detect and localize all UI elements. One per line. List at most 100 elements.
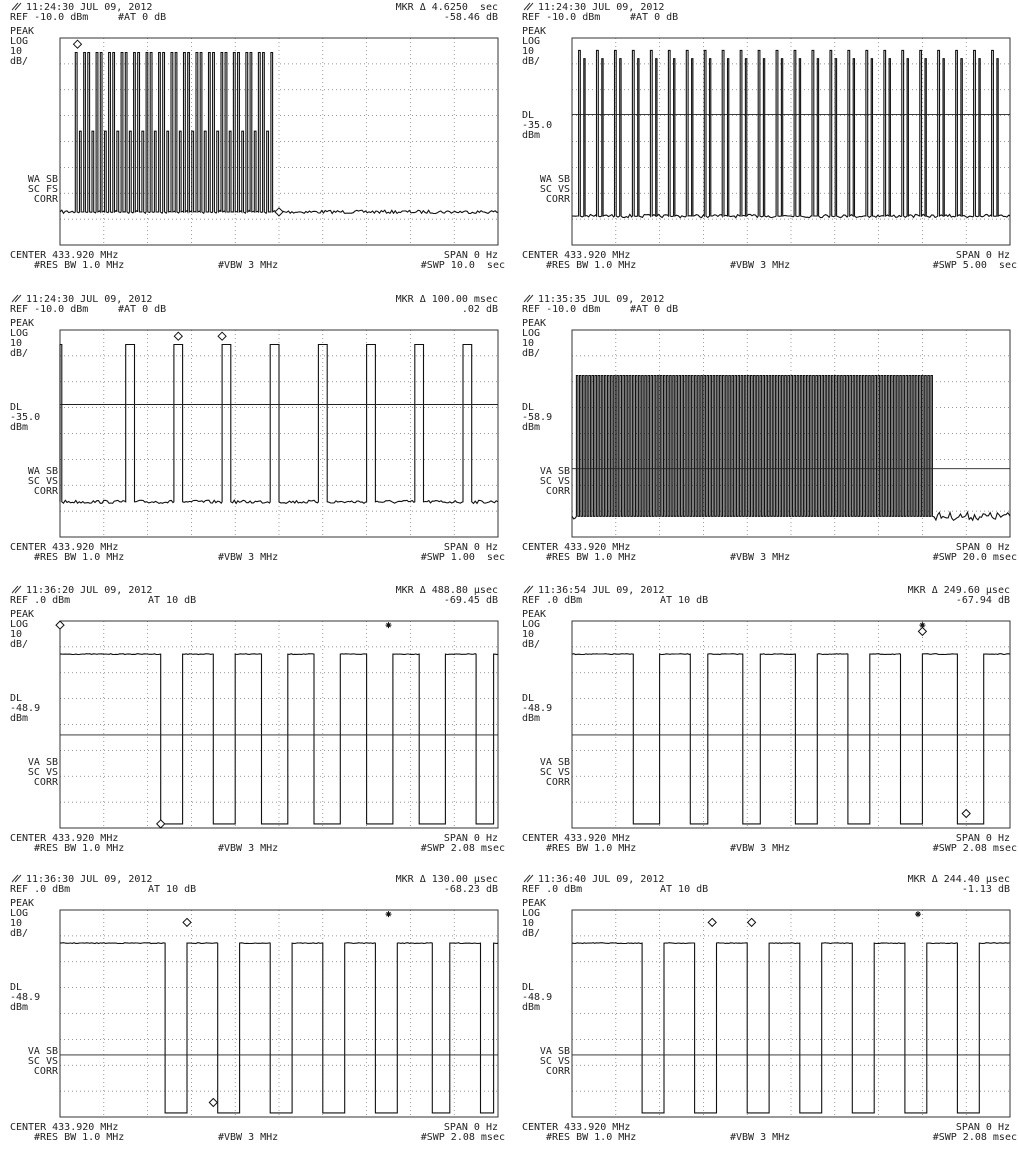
marker-readout: MKR Δ 130.00 µsec [396, 874, 498, 885]
span: SPAN 0 Hz [444, 542, 498, 553]
scale-label: PEAK [522, 26, 546, 37]
status-label: CORR [34, 486, 59, 497]
video-bandwidth: #VBW 3 MHz [218, 552, 278, 563]
display-line-label: -48.9 [10, 992, 40, 1003]
sweep-time: #SWP 1.00 sec [421, 552, 505, 563]
marker-asterisk [385, 911, 392, 918]
reference-level: REF .0 dBm [10, 884, 70, 895]
marker-readout: -69.45 dB [444, 595, 498, 606]
marker-readout: -68.23 dB [444, 884, 498, 895]
center-frequency: CENTER 433.920 MHz [10, 1122, 118, 1133]
reference-level: REF -10.0 dBm [10, 12, 88, 23]
status-label: CORR [546, 1066, 571, 1077]
display-line-label: DL [522, 402, 534, 413]
status-label: VA SB [28, 757, 58, 768]
sweep-time: #SWP 2.08 msec [933, 1132, 1017, 1143]
graticule-frame [571, 329, 1011, 538]
graticule-frame [59, 620, 499, 829]
marker-readout: MKR Δ 488.80 µsec [396, 585, 498, 596]
attenuation: AT 10 dB [148, 595, 196, 606]
span: SPAN 0 Hz [444, 1122, 498, 1133]
marker-diamond [173, 331, 184, 341]
hp-logo [523, 2, 534, 11]
graticule-frame [571, 909, 1011, 1118]
marker-asterisk [385, 622, 392, 629]
scale-label: dB/ [522, 928, 540, 939]
sweep-time: #SWP 5.00 sec [933, 260, 1017, 271]
attenuation: #AT 0 dB [630, 304, 678, 315]
marker-readout: MKR Δ 4.6250 sec [396, 2, 498, 13]
span: SPAN 0 Hz [444, 250, 498, 261]
scale-label: LOG [10, 908, 28, 919]
display-line-label: dBm [522, 422, 540, 433]
reference-level: REF .0 dBm [522, 595, 582, 606]
span: SPAN 0 Hz [956, 250, 1010, 261]
center-frequency: CENTER 433.920 MHz [522, 1122, 630, 1133]
scale-label: PEAK [10, 318, 34, 329]
scale-label: PEAK [522, 318, 546, 329]
scale-label: 10 [522, 918, 534, 929]
scale-label: dB/ [10, 56, 28, 67]
video-bandwidth: #VBW 3 MHz [730, 552, 790, 563]
resolution-bandwidth: #RES BW 1.0 MHz [546, 843, 636, 854]
timestamp: 11:35:35 JUL 09, 2012 [538, 294, 664, 305]
scale-label: 10 [522, 338, 534, 349]
status-label: VA SB [540, 1046, 570, 1057]
scale-label: PEAK [10, 26, 34, 37]
scale-label: dB/ [10, 348, 28, 359]
trace [59, 343, 499, 505]
reference-level: REF -10.0 dBm [522, 304, 600, 315]
graticule-frame [571, 620, 1011, 829]
scale-label: dB/ [10, 639, 28, 650]
scale-label: 10 [10, 629, 22, 640]
video-bandwidth: #VBW 3 MHz [218, 843, 278, 854]
marker-diamond [208, 1097, 219, 1108]
display-line-label: -48.9 [522, 703, 552, 714]
marker-asterisk [919, 622, 926, 629]
display-line-label: -35.0 [522, 120, 552, 131]
trace [59, 51, 499, 215]
graticule-frame [59, 909, 499, 1118]
scale-label: dB/ [522, 639, 540, 650]
status-label: SC VS [28, 476, 58, 487]
display-line-label: dBm [10, 1002, 28, 1013]
trace [571, 653, 1011, 825]
status-label: VA SB [28, 1046, 58, 1057]
hp-logo [11, 585, 22, 594]
video-bandwidth: #VBW 3 MHz [730, 1132, 790, 1143]
hp-logo [523, 585, 534, 594]
marker-diamond [746, 917, 757, 928]
timestamp: 11:24:30 JUL 09, 2012 [26, 294, 152, 305]
status-label: VA SB [540, 757, 570, 768]
video-bandwidth: #VBW 3 MHz [218, 1132, 278, 1143]
scale-label: 10 [10, 918, 22, 929]
display-line-label: DL [522, 982, 534, 993]
video-bandwidth: #VBW 3 MHz [218, 260, 278, 271]
display-line-label: -48.9 [10, 703, 40, 714]
display-line-label: DL [10, 982, 22, 993]
display-line-label: dBm [522, 713, 540, 724]
scale-label: LOG [10, 328, 28, 339]
sweep-time: #SWP 2.08 msec [421, 843, 505, 854]
marker-diamond [961, 808, 971, 819]
span: SPAN 0 Hz [956, 542, 1010, 553]
scale-label: PEAK [522, 609, 546, 620]
trace [571, 49, 1011, 219]
attenuation: AT 10 dB [148, 884, 196, 895]
attenuation: #AT 0 dB [630, 12, 678, 23]
trace [571, 374, 1011, 522]
scale-label: dB/ [522, 348, 540, 359]
marker-diamond [217, 331, 227, 341]
marker-readout: -58.46 dB [444, 12, 498, 23]
resolution-bandwidth: #RES BW 1.0 MHz [546, 260, 636, 271]
center-frequency: CENTER 433.920 MHz [522, 542, 630, 553]
hp-logo [523, 294, 534, 303]
display-line-label: DL [10, 693, 22, 704]
display-line-label: -58.9 [522, 412, 552, 423]
scale-label: LOG [522, 619, 540, 630]
